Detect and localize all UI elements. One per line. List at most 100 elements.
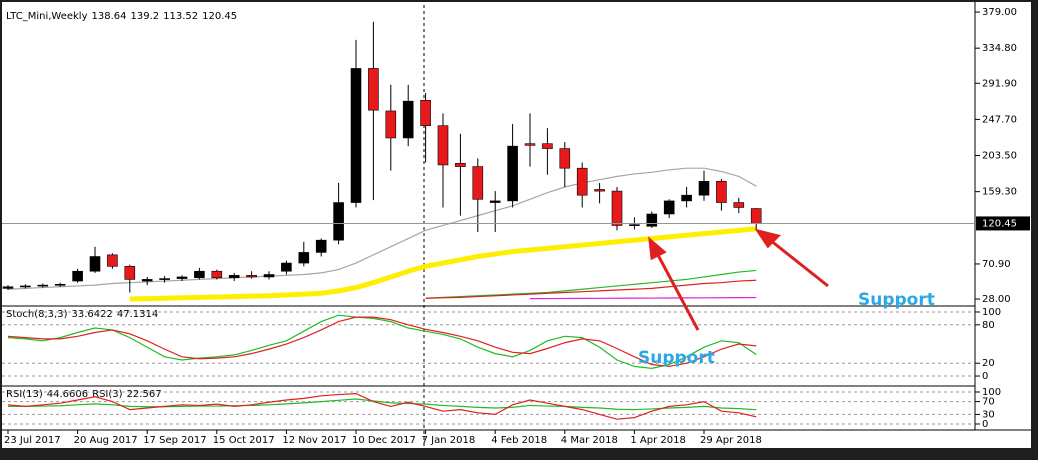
candle-body xyxy=(611,190,623,226)
candle-body xyxy=(72,270,83,282)
candle-body xyxy=(20,285,31,288)
y-tick-label: 291.90 xyxy=(982,78,1017,89)
candle-body xyxy=(246,275,257,278)
x-tick-label: 29 Apr 2018 xyxy=(700,435,762,446)
series-name: RSI(3) xyxy=(92,389,123,400)
candle-body xyxy=(402,100,414,139)
candle-body xyxy=(124,266,136,280)
indicator-line xyxy=(529,296,757,300)
chart-header: LTC_Mini,Weekly 138.64 139.2 113.52 120.45 xyxy=(6,11,237,22)
candle-body xyxy=(228,275,240,279)
candle-body xyxy=(159,278,170,280)
y-tick-label: 247.70 xyxy=(982,114,1017,125)
candle-body xyxy=(263,274,275,278)
candle-body xyxy=(750,208,762,224)
candle-body xyxy=(107,254,118,267)
candle-body xyxy=(594,189,605,192)
open-value: 138.64 xyxy=(92,11,127,22)
candle-body xyxy=(507,145,518,202)
title: Stoch(8,3,3) xyxy=(6,309,68,320)
x-tick-label: 7 Jan 2018 xyxy=(422,435,476,446)
x-tick-label: 23 Jul 2017 xyxy=(4,435,61,446)
close-value: 120.45 xyxy=(202,11,237,22)
candle-body xyxy=(629,224,640,226)
x-tick-label: 20 Aug 2017 xyxy=(74,435,138,446)
candle-body xyxy=(524,143,536,146)
rsi13-value: 44.6606 xyxy=(47,389,88,400)
candle-body xyxy=(663,200,675,215)
candle-body xyxy=(472,166,484,200)
candle-body xyxy=(141,279,153,282)
candle-body xyxy=(489,200,501,203)
x-tick-label: 1 Apr 2018 xyxy=(630,435,685,446)
candle-body xyxy=(281,262,292,272)
price-label: 120.45 xyxy=(982,218,1017,229)
candle-body xyxy=(646,213,658,227)
y-tick-label: 100 xyxy=(982,307,1001,318)
y-tick-label: 100 xyxy=(982,387,1001,398)
indicator-line xyxy=(8,398,757,411)
chart-area xyxy=(2,2,1031,448)
x-tick-label: 12 Nov 2017 xyxy=(282,435,346,446)
y-tick-label: 203.50 xyxy=(982,151,1017,162)
rsi3-value: 22.567 xyxy=(127,389,162,400)
y-tick-label: 334.80 xyxy=(982,43,1017,54)
y-tick-label: 28.00 xyxy=(982,294,1011,305)
arrow-shaft xyxy=(769,238,829,288)
stoch-signal-value: 47.1314 xyxy=(117,309,158,320)
candle-body xyxy=(37,284,49,287)
annotation: Support xyxy=(638,348,715,368)
indicator-line xyxy=(7,314,757,369)
y-tick-label: 70.90 xyxy=(982,259,1011,270)
low-value: 113.52 xyxy=(163,11,198,22)
stoch-main-value: 33.6422 xyxy=(71,309,112,320)
y-tick-label: 30 xyxy=(982,409,995,420)
arrow-head xyxy=(754,228,781,249)
candle-body xyxy=(716,180,727,203)
stoch-header: Stoch(8,3,3) 33.6422 47.1314 xyxy=(6,309,158,320)
candle-body xyxy=(194,270,205,279)
candle-body xyxy=(298,252,310,264)
y-tick-label: 80 xyxy=(982,320,995,331)
y-tick-label: 379.00 xyxy=(982,7,1017,18)
y-tick-label: 20 xyxy=(982,358,995,369)
candle-body xyxy=(542,143,553,149)
y-tick-label: 0 xyxy=(982,419,988,430)
indicator-line xyxy=(425,279,757,299)
series-name: RSI(13) xyxy=(6,389,43,400)
x-tick-label: 10 Dec 2017 xyxy=(352,435,416,446)
annotation-arrows xyxy=(648,228,829,331)
candle-body xyxy=(681,194,692,202)
candle-body xyxy=(733,202,745,208)
annotation: Support xyxy=(858,290,935,310)
candle-body xyxy=(333,202,344,241)
candle-body xyxy=(350,68,362,203)
candle-body xyxy=(89,256,101,272)
candle-body xyxy=(437,125,449,166)
arrow-head xyxy=(648,236,667,261)
candle-body xyxy=(176,276,188,279)
x-tick-label: 17 Sep 2017 xyxy=(143,435,206,446)
indicator-line xyxy=(7,392,757,420)
x-tick-label: 15 Oct 2017 xyxy=(213,435,275,446)
candle-body xyxy=(315,239,327,253)
indicator-line xyxy=(129,226,757,302)
candle-body xyxy=(2,286,14,289)
candle-body xyxy=(385,110,397,139)
arrow-shaft xyxy=(656,254,700,331)
candle-body xyxy=(420,100,431,126)
indicator-line xyxy=(7,167,757,290)
y-tick-label: 70 xyxy=(982,397,995,408)
candle-body xyxy=(698,180,710,196)
rsi-header: RSI(13) 44.6606 RSI(3) 22.567 xyxy=(6,389,162,400)
indicator-line xyxy=(425,269,757,299)
y-tick-label: 159.30 xyxy=(982,187,1017,198)
title: LTC_Mini,Weekly xyxy=(6,11,88,22)
candle-body xyxy=(368,68,379,111)
indicator-line xyxy=(7,316,757,368)
x-tick-label: 4 Feb 2018 xyxy=(491,435,547,446)
candle-body xyxy=(559,148,571,169)
candle-body xyxy=(576,167,588,196)
y-tick-label: 0 xyxy=(982,371,988,382)
